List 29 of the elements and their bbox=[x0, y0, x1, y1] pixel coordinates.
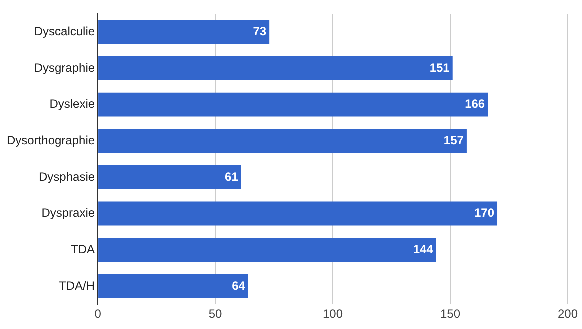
data-label: 61 bbox=[225, 170, 239, 184]
bar bbox=[98, 202, 498, 226]
x-tick-label: 100 bbox=[323, 307, 344, 322]
y-tick-label: Dysgraphie bbox=[34, 60, 96, 75]
y-tick-label: Dysphasie bbox=[39, 170, 96, 184]
bar bbox=[98, 20, 270, 44]
x-tick-label: 0 bbox=[94, 307, 102, 322]
bar bbox=[98, 56, 453, 80]
y-tick-label: Dyspraxie bbox=[42, 206, 96, 220]
y-tick-label: TDA bbox=[71, 242, 96, 256]
y-tick-label: Dyslexie bbox=[50, 97, 96, 112]
data-label: 166 bbox=[465, 97, 486, 112]
bar bbox=[98, 238, 436, 262]
data-label: 73 bbox=[253, 24, 267, 38]
data-label: 144 bbox=[413, 242, 434, 256]
data-label: 157 bbox=[444, 133, 464, 148]
x-tick-label: 200 bbox=[558, 307, 578, 322]
data-label: 64 bbox=[232, 278, 246, 293]
bar bbox=[98, 165, 242, 190]
y-tick-label: Dysorthographie bbox=[6, 133, 96, 148]
x-tick-label: 50 bbox=[208, 307, 223, 322]
x-tick-label: 150 bbox=[440, 307, 461, 322]
data-label: 170 bbox=[474, 206, 495, 220]
bar bbox=[98, 274, 248, 298]
y-tick-label: TDA/H bbox=[59, 278, 96, 293]
bar bbox=[98, 92, 488, 117]
data-label: 151 bbox=[430, 60, 450, 75]
bar bbox=[98, 129, 467, 154]
y-tick-label: Dyscalculie bbox=[34, 24, 96, 38]
